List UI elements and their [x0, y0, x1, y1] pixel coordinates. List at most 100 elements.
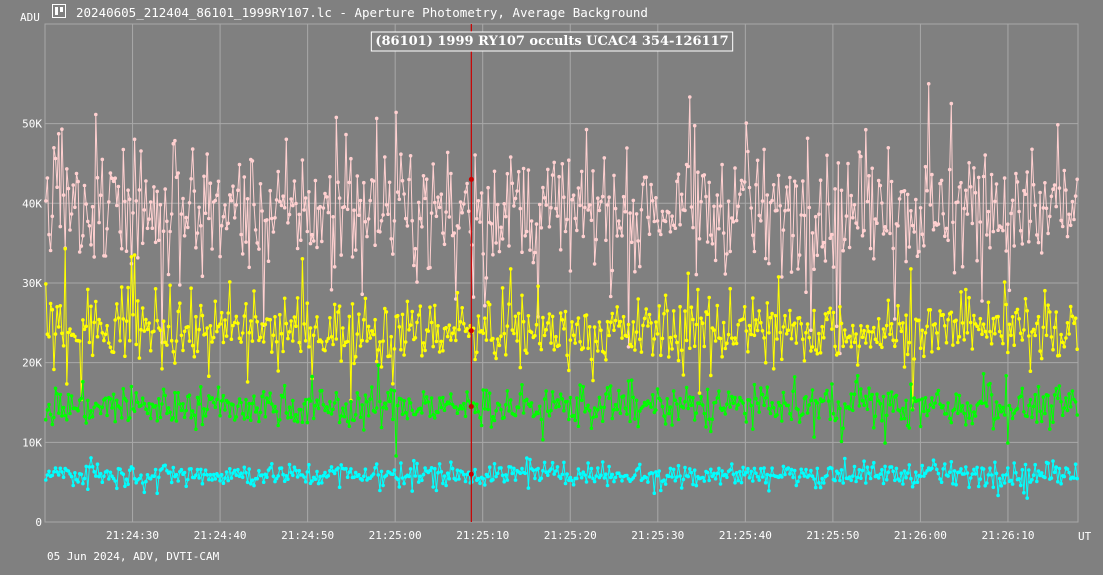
data-point	[663, 293, 668, 298]
data-point	[994, 400, 999, 404]
data-point	[951, 343, 955, 347]
data-point	[134, 480, 138, 485]
data-point	[228, 414, 232, 419]
data-point	[776, 400, 781, 405]
data-point	[132, 476, 137, 481]
data-point	[920, 232, 924, 236]
data-point	[738, 469, 742, 474]
data-point	[755, 401, 760, 406]
data-point	[730, 336, 734, 340]
data-point	[407, 474, 411, 479]
data-point	[915, 254, 920, 258]
data-point	[134, 199, 138, 203]
data-point	[525, 229, 529, 234]
data-point	[326, 474, 331, 478]
data-point	[659, 232, 663, 237]
data-point	[989, 473, 994, 477]
data-point	[110, 176, 114, 181]
data-point	[89, 409, 93, 413]
data-point	[232, 468, 237, 473]
data-point	[605, 319, 610, 324]
data-point	[684, 385, 689, 390]
data-point	[260, 394, 264, 399]
data-point	[602, 476, 607, 480]
data-point	[303, 480, 308, 484]
data-point	[897, 321, 902, 326]
data-point	[444, 483, 448, 488]
data-point	[817, 212, 821, 216]
data-point	[221, 481, 226, 486]
data-point	[161, 229, 166, 233]
data-point	[460, 407, 465, 411]
data-point	[854, 479, 858, 484]
data-point	[56, 325, 61, 329]
data-point	[1073, 462, 1078, 467]
data-point	[681, 406, 686, 410]
data-point	[376, 348, 381, 352]
data-point	[797, 316, 802, 320]
data-point	[826, 399, 831, 403]
data-point	[142, 329, 147, 333]
data-point	[299, 238, 303, 242]
data-point	[447, 323, 452, 328]
data-point	[484, 338, 489, 342]
data-point	[1027, 239, 1031, 244]
data-point	[487, 302, 492, 307]
data-point	[767, 489, 771, 493]
data-point	[736, 204, 740, 208]
data-point	[424, 395, 429, 399]
data-point	[909, 267, 913, 271]
data-point	[650, 471, 655, 476]
data-point	[244, 397, 248, 402]
data-point	[791, 233, 795, 238]
data-point	[210, 247, 214, 251]
data-point	[788, 411, 792, 416]
data-point	[978, 316, 983, 321]
data-point	[639, 350, 644, 354]
data-point	[402, 353, 406, 357]
data-point	[418, 406, 423, 411]
data-point	[734, 471, 739, 475]
data-point	[620, 336, 624, 340]
data-point	[155, 418, 159, 423]
data-point	[791, 475, 795, 480]
data-point	[55, 185, 59, 189]
data-point	[497, 343, 502, 348]
data-point	[925, 469, 929, 473]
data-point	[218, 322, 222, 326]
data-point	[357, 312, 361, 317]
data-point	[1018, 483, 1023, 488]
data-point	[1038, 409, 1042, 414]
x-axis-unit-label: UT	[1078, 530, 1092, 543]
data-point	[205, 407, 209, 412]
data-point	[305, 470, 310, 474]
data-point	[378, 399, 382, 404]
data-point	[373, 466, 377, 470]
data-point	[207, 374, 211, 379]
data-point	[739, 480, 744, 485]
data-point	[391, 252, 395, 256]
data-point	[710, 474, 715, 479]
data-point	[203, 468, 208, 473]
data-point	[676, 463, 681, 468]
data-point	[56, 132, 61, 136]
data-point	[605, 483, 610, 488]
data-point	[1020, 386, 1025, 391]
data-point	[1025, 309, 1029, 313]
data-point	[862, 403, 866, 408]
data-point	[922, 474, 926, 478]
data-point	[376, 363, 381, 368]
data-point	[116, 184, 121, 189]
data-point	[458, 404, 463, 408]
data-point	[234, 203, 239, 207]
data-point	[859, 324, 863, 328]
data-point	[718, 482, 723, 486]
data-point	[625, 412, 629, 416]
data-point	[855, 374, 860, 378]
data-point	[646, 480, 650, 484]
data-point	[742, 305, 747, 309]
data-point	[441, 481, 445, 486]
data-point	[596, 466, 600, 470]
data-point	[972, 410, 976, 414]
